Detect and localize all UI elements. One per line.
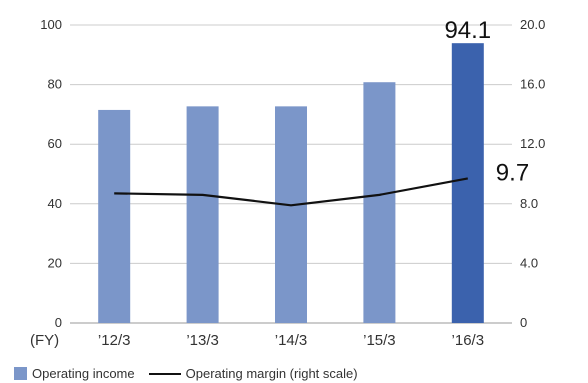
margin-line-group xyxy=(114,177,469,207)
y-right-tick-label: 16.0 xyxy=(520,77,545,92)
y-left-tick-label: 40 xyxy=(48,196,62,211)
y-right-tick-label: 20.0 xyxy=(520,17,545,32)
bar-callout-label: 94.1 xyxy=(444,17,491,44)
y-left-tick-label: 100 xyxy=(40,17,62,32)
legend-swatch-operating-margin xyxy=(148,372,181,375)
line-end-label: 9.7 xyxy=(496,159,529,186)
y-left-tick-label: 20 xyxy=(48,255,62,270)
legend-label-operating-income: Operating income xyxy=(32,366,135,381)
x-tick-label: ’15/3 xyxy=(363,332,396,349)
y-left-tick-label: 0 xyxy=(55,315,62,330)
bar-operating-income xyxy=(186,106,219,323)
legend-label-operating-margin: Operating margin (right scale) xyxy=(185,366,358,381)
x-tick-label: ’12/3 xyxy=(98,332,131,349)
axes: 0 0 20 4.0 40 8.0 60 12.0 80 16.0 100 20.0 ’12/3 ’13/… xyxy=(30,17,545,349)
legend-swatch-operating-income xyxy=(14,367,27,380)
legend: Operating income Operating margin (right… xyxy=(14,366,358,381)
line-operating-margin xyxy=(114,177,469,207)
y-left-tick-label: 60 xyxy=(48,136,62,151)
y-left-tick-label: 80 xyxy=(48,77,62,92)
y-right-tick-label: 0 xyxy=(520,315,527,330)
bar-operating-income xyxy=(275,106,307,323)
bar-operating-income xyxy=(98,109,131,324)
x-tick-label: ’16/3 xyxy=(452,332,485,349)
bar-operating-income xyxy=(363,82,396,323)
y-right-tick-label: 4.0 xyxy=(520,255,538,270)
bars xyxy=(98,43,484,324)
x-tick-label: ’14/3 xyxy=(275,332,308,349)
y-right-tick-label: 12.0 xyxy=(520,136,545,151)
x-unit-label: (FY) xyxy=(30,332,59,349)
bar-operating-income xyxy=(451,43,484,323)
x-tick-label: ’13/3 xyxy=(186,332,219,349)
y-right-tick-label: 8.0 xyxy=(520,196,538,211)
callouts: 94.1 9.7 xyxy=(444,17,529,186)
